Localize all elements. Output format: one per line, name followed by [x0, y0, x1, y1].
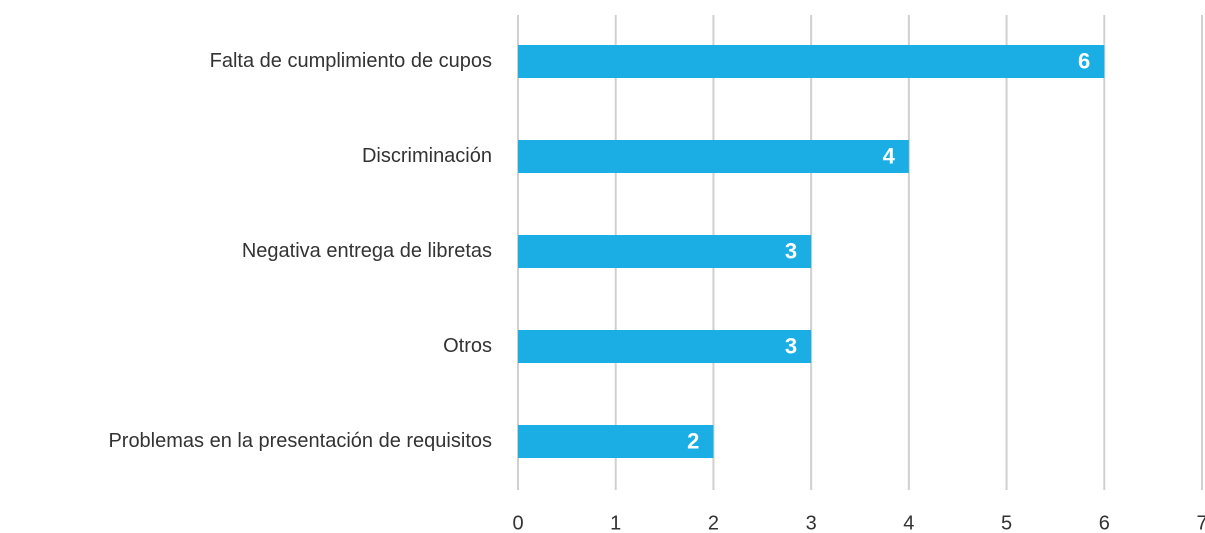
bar	[518, 330, 812, 363]
y-tick-label: Problemas en la presentación de requisit…	[108, 430, 492, 452]
value-label: 3	[785, 333, 797, 358]
bar	[518, 140, 909, 173]
bar	[518, 235, 812, 268]
y-tick-label: Discriminación	[362, 145, 492, 167]
x-tick-label: 4	[903, 512, 914, 533]
x-tick-label: 2	[708, 512, 719, 533]
value-label: 2	[687, 428, 699, 453]
y-tick-label: Falta de cumplimiento de cupos	[210, 50, 492, 72]
y-tick-label: Otros	[443, 335, 492, 357]
bar	[518, 45, 1105, 78]
value-label: 6	[1078, 48, 1090, 73]
x-tick-label: 7	[1196, 512, 1205, 533]
value-label: 4	[883, 143, 896, 168]
x-tick-label: 0	[512, 512, 523, 533]
bar	[518, 425, 714, 458]
value-label: 3	[785, 238, 797, 263]
y-tick-label: Negativa entrega de libretas	[242, 240, 492, 262]
x-tick-label: 5	[1001, 512, 1012, 533]
x-tick-label: 3	[806, 512, 817, 533]
x-tick-label: 1	[610, 512, 621, 533]
x-tick-label: 6	[1099, 512, 1110, 533]
